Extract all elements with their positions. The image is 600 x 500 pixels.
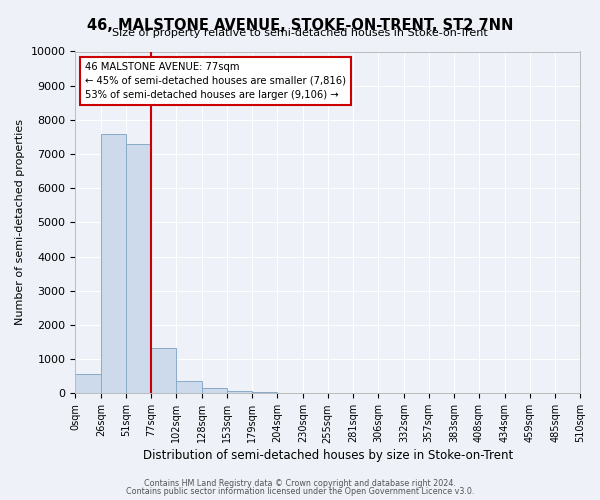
Bar [253, 392, 277, 394]
Text: 46, MALSTONE AVENUE, STOKE-ON-TRENT, ST2 7NN: 46, MALSTONE AVENUE, STOKE-ON-TRENT, ST2… [87, 18, 513, 32]
Bar [101, 134, 126, 394]
Text: Contains public sector information licensed under the Open Government Licence v3: Contains public sector information licen… [126, 487, 474, 496]
Bar [227, 390, 253, 394]
Bar [126, 144, 151, 394]
Text: Size of property relative to semi-detached houses in Stoke-on-Trent: Size of property relative to semi-detach… [112, 28, 488, 38]
X-axis label: Distribution of semi-detached houses by size in Stoke-on-Trent: Distribution of semi-detached houses by … [143, 450, 513, 462]
Bar [202, 388, 227, 394]
Text: 46 MALSTONE AVENUE: 77sqm
← 45% of semi-detached houses are smaller (7,816)
53% : 46 MALSTONE AVENUE: 77sqm ← 45% of semi-… [85, 62, 346, 100]
Y-axis label: Number of semi-detached properties: Number of semi-detached properties [15, 120, 25, 326]
Bar [176, 381, 202, 394]
Bar [75, 374, 101, 394]
Text: Contains HM Land Registry data © Crown copyright and database right 2024.: Contains HM Land Registry data © Crown c… [144, 479, 456, 488]
Bar [151, 348, 176, 394]
